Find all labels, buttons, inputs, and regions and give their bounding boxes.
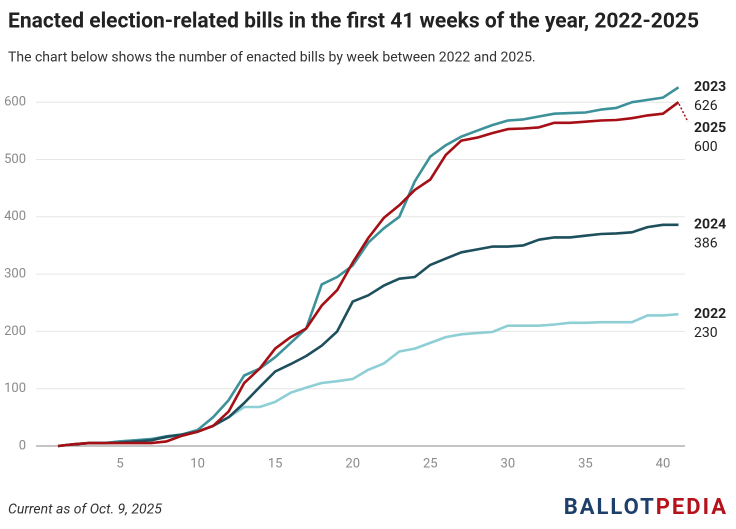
logo: BALLOTPEDIA [564, 495, 728, 520]
x-tick-label: 35 [578, 456, 593, 471]
series-line [57, 223, 679, 448]
series-line [57, 86, 680, 448]
y-tick-label: 400 [4, 209, 26, 224]
x-tick-label: 10 [190, 456, 205, 471]
y-tick-label: 100 [4, 381, 26, 396]
x-tick-label: 20 [345, 456, 360, 471]
y-tick-label: 300 [4, 267, 26, 282]
y-tick-label: 200 [4, 324, 26, 339]
end-value-label: 626 [694, 98, 718, 114]
end-value-label: 386 [694, 236, 718, 252]
chart-subtitle: The chart below shows the number of enac… [8, 50, 536, 66]
logo-part: PEDIA [656, 495, 728, 520]
x-tick-label: 30 [501, 456, 516, 471]
legend-label: 2023 [694, 79, 726, 95]
end-value-label: 600 [694, 139, 718, 155]
y-tick-label: 0 [19, 438, 26, 453]
label-connector [678, 103, 689, 123]
legend-label: 2024 [694, 217, 726, 233]
legend-label: 2022 [694, 306, 726, 322]
y-tick-label: 600 [4, 95, 26, 110]
footnote: Current as of Oct. 9, 2025 [8, 502, 162, 518]
x-tick-label: 25 [423, 456, 438, 471]
series-line [57, 101, 680, 448]
series-line [57, 312, 679, 448]
x-tick-label: 40 [656, 456, 671, 471]
chart-title: Enacted election-related bills in the fi… [8, 10, 699, 34]
y-tick-label: 500 [4, 152, 26, 167]
x-tick-label: 15 [268, 456, 283, 471]
logo-part: BALLOT [564, 495, 656, 520]
end-value-label: 230 [694, 325, 718, 341]
legend-label: 2025 [694, 120, 726, 136]
x-tick-label: 5 [116, 456, 123, 471]
